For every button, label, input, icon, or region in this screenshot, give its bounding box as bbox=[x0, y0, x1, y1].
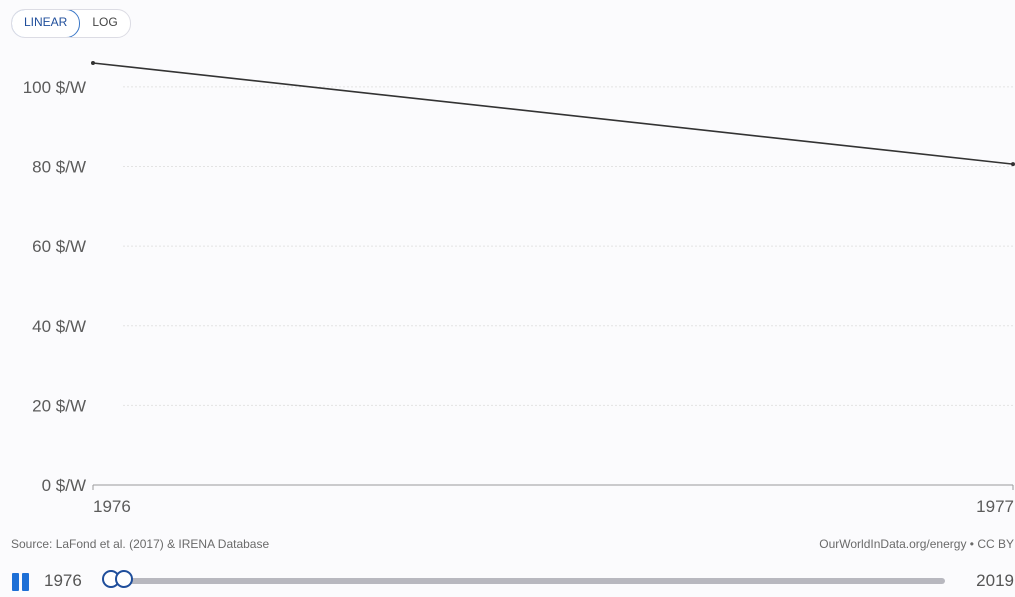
data-point bbox=[1011, 162, 1015, 167]
timeline-end-handle[interactable] bbox=[115, 570, 133, 588]
y-tick-label: 60 $/W bbox=[32, 237, 86, 256]
series-line bbox=[92, 62, 1014, 165]
source-note: Source: LaFond et al. (2017) & IRENA Dat… bbox=[11, 537, 270, 551]
chart-footer: Source: LaFond et al. (2017) & IRENA Dat… bbox=[11, 537, 1014, 551]
pause-icon[interactable] bbox=[11, 573, 31, 591]
credit-link[interactable]: OurWorldInData.org/energy • CC BY bbox=[819, 537, 1014, 551]
y-tick-label: 100 $/W bbox=[23, 78, 86, 97]
scale-toggle: LINEAR LOG bbox=[11, 9, 131, 38]
linear-scale-button[interactable]: LINEAR bbox=[11, 10, 81, 37]
timeline: 1976 2019 bbox=[11, 567, 1014, 595]
y-tick-label: 80 $/W bbox=[32, 158, 86, 177]
y-tick-label: 20 $/W bbox=[32, 396, 86, 415]
timeline-end-year: 2019 bbox=[976, 571, 1014, 590]
log-scale-button[interactable]: LOG bbox=[92, 15, 118, 29]
y-tick-label: 0 $/W bbox=[42, 476, 86, 495]
timeline-start-year: 1976 bbox=[44, 571, 82, 590]
x-tick-label: 1977 bbox=[976, 497, 1014, 516]
x-tick-label: 1976 bbox=[93, 497, 131, 516]
timeline-track[interactable] bbox=[111, 578, 945, 584]
line-chart: 0 $/W 20 $/W 40 $/W 60 $/W 80 $/W 100 $/W 197… bbox=[23, 61, 1015, 516]
data-point bbox=[91, 61, 95, 65]
y-tick-label: 40 $/W bbox=[32, 317, 86, 336]
